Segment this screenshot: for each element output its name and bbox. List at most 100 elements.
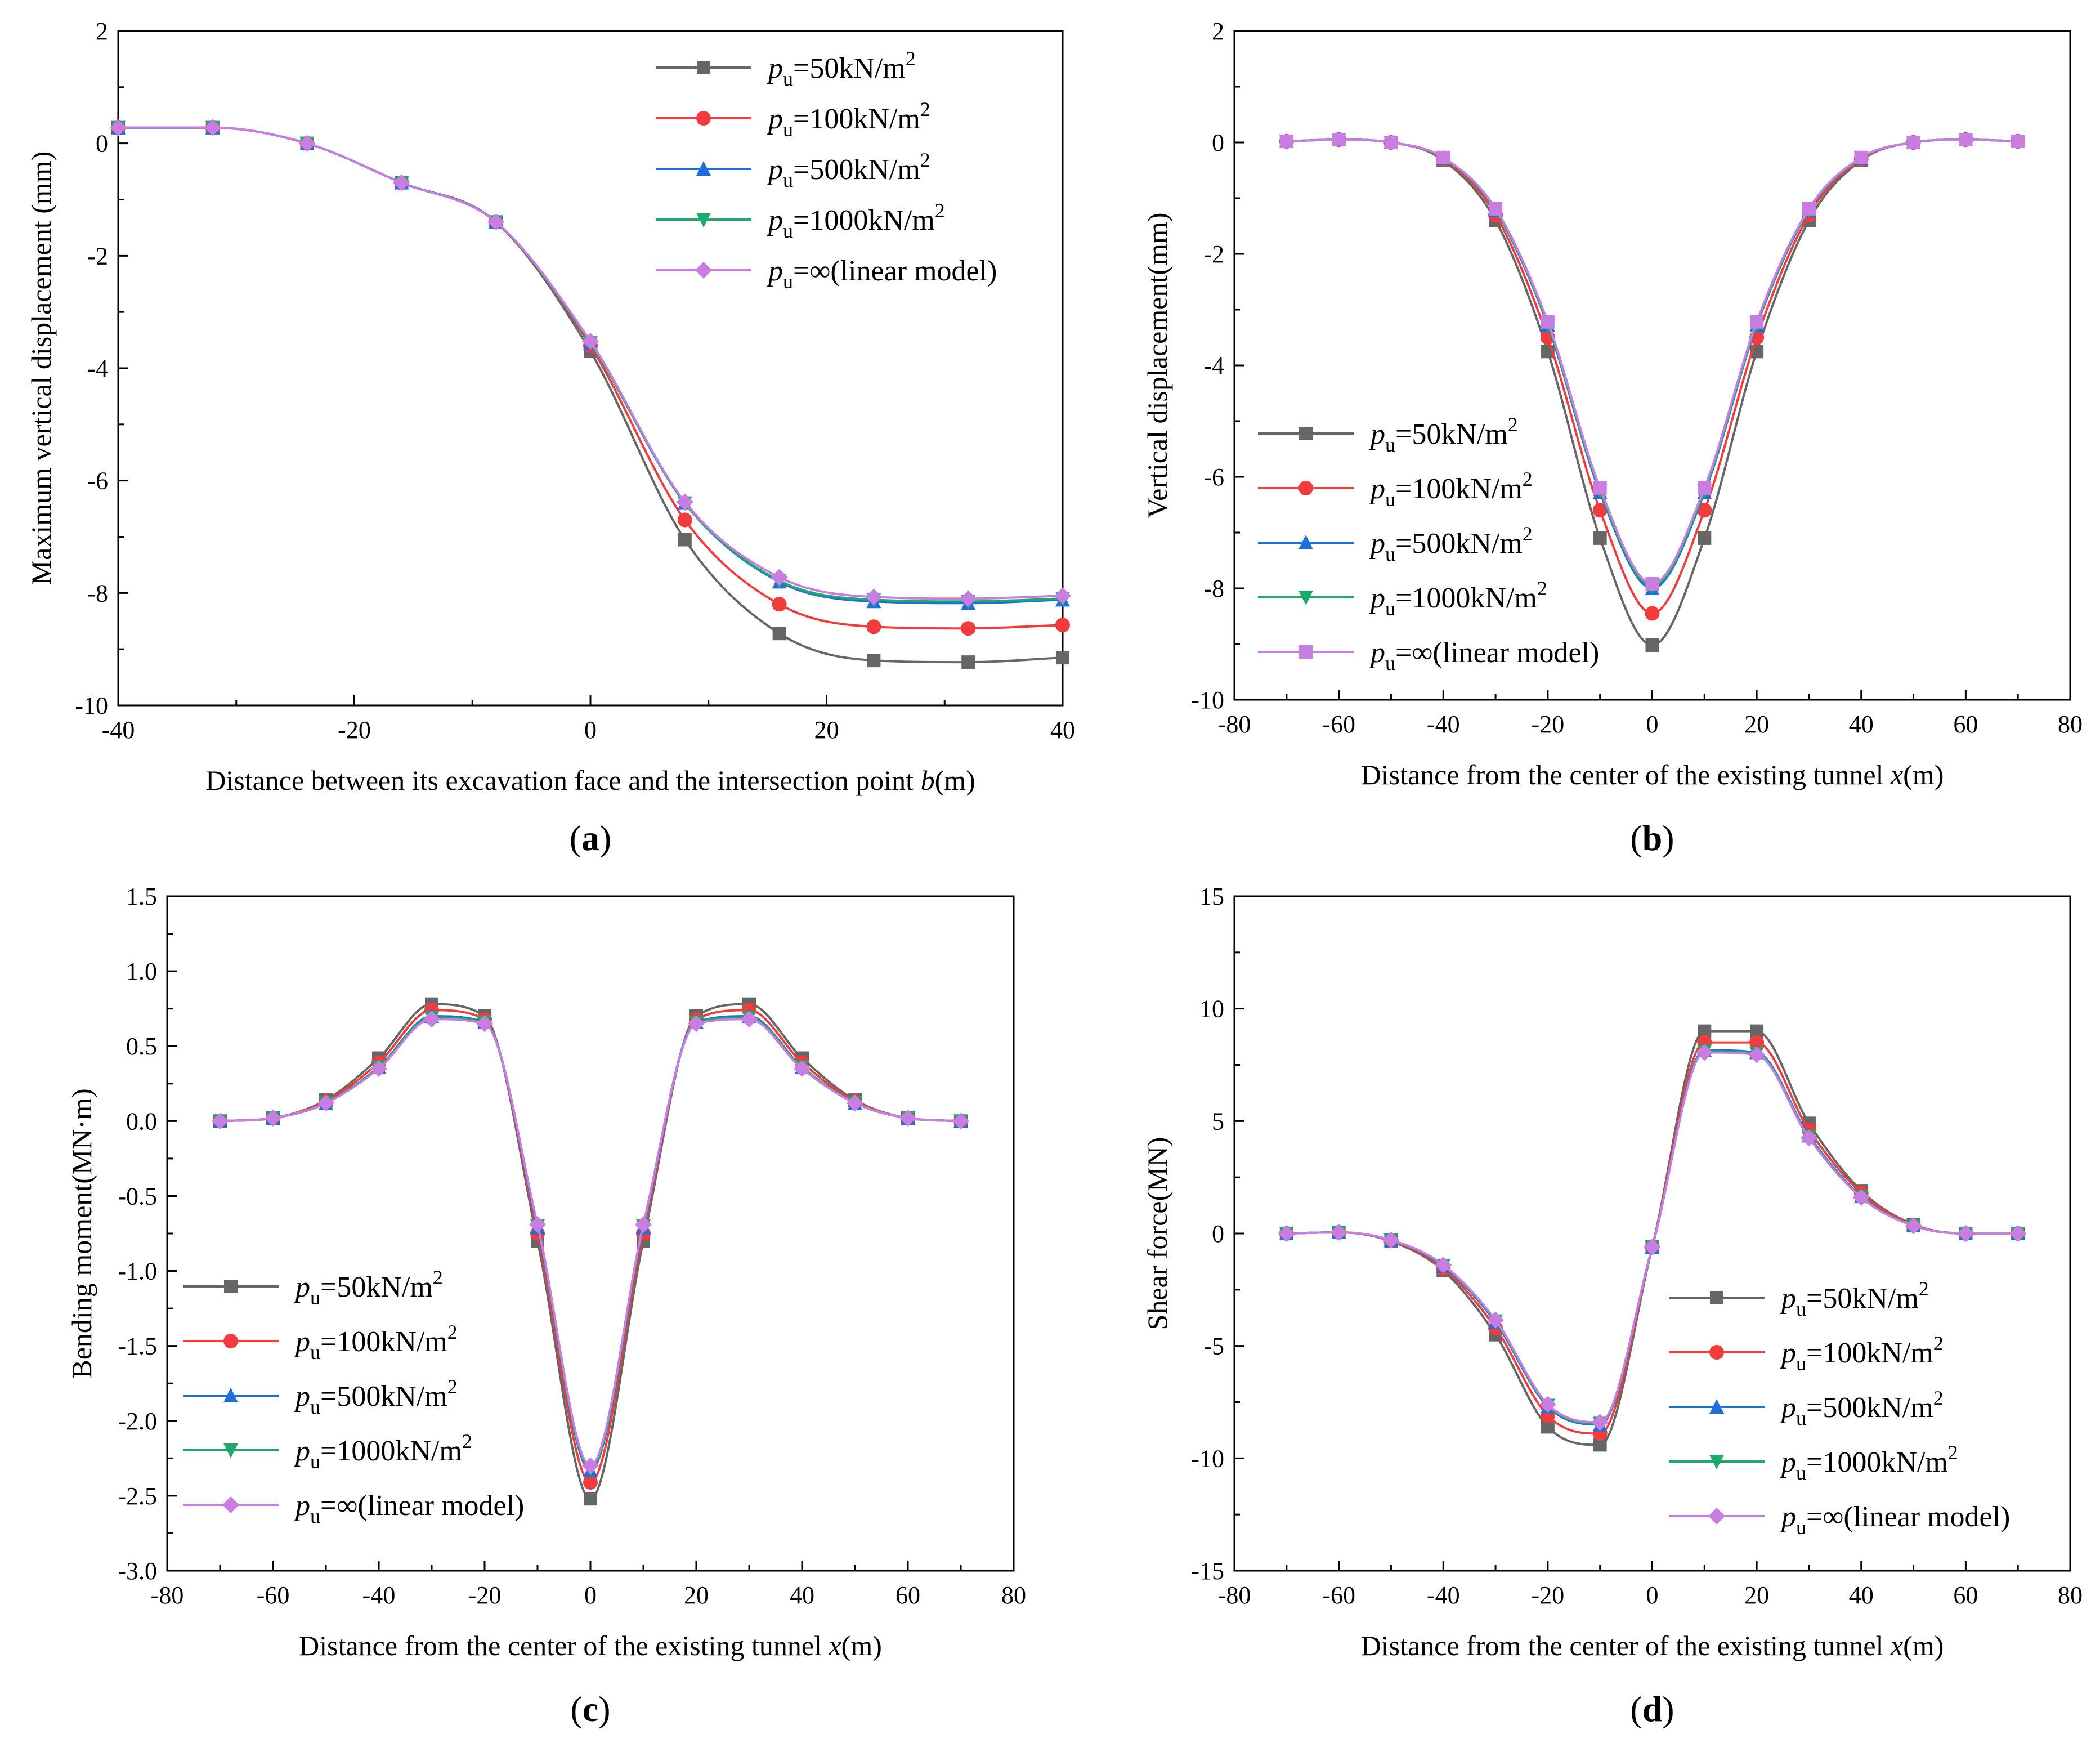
x-tick-label: -60 [257,1581,290,1609]
panel-label: (d) [1630,1689,1674,1729]
x-axis-title: Distance from the center of the existing… [299,1630,882,1661]
legend: pu=50kN/m2pu=100kN/m2pu=500kN/m2pu=1000k… [1669,1277,2010,1539]
legend-symbol: p [293,1271,310,1303]
data-point [1698,531,1712,545]
data-point [1435,1256,1452,1273]
x-tick-label: -60 [1322,1581,1355,1609]
data-point [487,213,505,231]
data-point [676,493,693,511]
series-1 [111,120,1070,636]
y-axis-title: Vertical displacement(mm) [1141,213,1173,519]
y-tick-label: 2 [1212,17,1224,45]
y-tick-label: 1.5 [126,883,157,910]
y-axis-title: Maximum vertical displacement (mm) [25,151,57,586]
data-point [1332,133,1346,147]
legend-symbol: p [293,1380,310,1413]
legend-marker [1299,645,1313,659]
x-axis-title-text: Distance between its excavation face and… [205,765,920,796]
y-tick-label: -2 [1203,240,1224,268]
data-point [772,627,786,641]
legend-marker [1298,591,1313,605]
legend-subscript: u [783,270,793,293]
legend-marker [695,262,712,279]
panel-label: (b) [1630,818,1674,858]
x-tick-label: 80 [2058,710,2083,738]
x-tick-label: -80 [151,1581,184,1609]
legend-superscript: 2 [1933,1387,1944,1409]
data-point [1382,1231,1400,1249]
x-axis-title-text: Distance from the center of the existing… [1361,759,1891,790]
legend-superscript: 2 [1523,522,1533,545]
legend-superscript: 2 [447,1321,458,1343]
x-axis-title-unit: (m) [1903,1630,1944,1661]
legend-superscript: 2 [1919,1277,1929,1300]
legend-entry: pu=1000kN/m2 [293,1430,472,1473]
x-axis-title-variable: x [1890,1630,1903,1661]
data-point [961,655,975,669]
data-point [899,1110,916,1127]
y-tick-label: 15 [1199,883,1224,910]
x-tick-label: -20 [1532,1581,1565,1609]
data-point [1487,1311,1505,1329]
data-point [1539,1396,1556,1413]
data-point [771,569,788,586]
data-point [960,590,977,607]
y-axis-title: Shear force(MN) [1141,1137,1173,1330]
data-point [1592,503,1608,518]
data-point [1906,136,1920,149]
x-tick-label: -20 [1532,710,1565,738]
x-tick-label: 0 [584,1581,597,1609]
legend-marker [223,1443,238,1458]
panel-label: (c) [570,1689,610,1729]
legend-marker [1298,481,1313,495]
x-tick-label: 0 [1646,1581,1659,1609]
legend-superscript: 2 [462,1430,472,1452]
x-tick-label: -40 [1427,1581,1460,1609]
legend-subscript: u [783,68,793,90]
data-point [1055,618,1070,633]
legend-marker [1299,427,1313,440]
data-point [1645,606,1660,621]
data-point [1800,1129,1817,1147]
legend-marker [1709,1345,1724,1360]
legend-symbol: p [1368,582,1385,614]
legend-label: =100kN/m [1395,473,1523,505]
legend-marker [223,1334,238,1348]
data-point [688,1015,705,1033]
y-tick-label: 10 [1199,995,1224,1023]
data-point [1957,1225,1974,1242]
data-point [298,135,316,152]
legend-label: =500kN/m [793,154,920,186]
x-tick-label: -40 [1427,710,1460,738]
data-point [1645,577,1659,591]
data-point [1696,1044,1713,1061]
data-point [582,333,599,350]
legend-subscript: u [310,1450,320,1473]
legend-symbol: p [766,204,783,236]
series-line [1286,138,2018,647]
series-line [118,126,1063,603]
legend-subscript: u [1385,597,1395,620]
y-tick-label: -4 [87,355,108,382]
legend-label: =∞(linear model) [1806,1501,2010,1533]
legend-subscript: u [310,1286,320,1309]
legend-marker [696,161,711,176]
legend-superscript: 2 [447,1375,458,1398]
data-point [1541,315,1555,329]
series-0 [111,120,1069,669]
legend-subscript: u [1796,1352,1806,1375]
legend-entry: pu=1000kN/m2 [766,199,945,242]
legend-marker [1709,1399,1724,1414]
data-point [584,1492,597,1506]
data-point [1748,1046,1766,1063]
series-line [118,126,1063,630]
legend-label: =∞(linear model) [793,255,997,287]
series-4 [1279,133,2025,591]
series-2 [111,119,1070,610]
legend-symbol: p [1779,1392,1796,1424]
data-point [370,1060,387,1078]
x-tick-label: -40 [102,716,135,744]
legend-superscript: 2 [1508,413,1518,436]
legend: pu=50kN/m2pu=100kN/m2pu=500kN/m2pu=1000k… [183,1266,524,1527]
legend-symbol: p [1779,1282,1796,1315]
